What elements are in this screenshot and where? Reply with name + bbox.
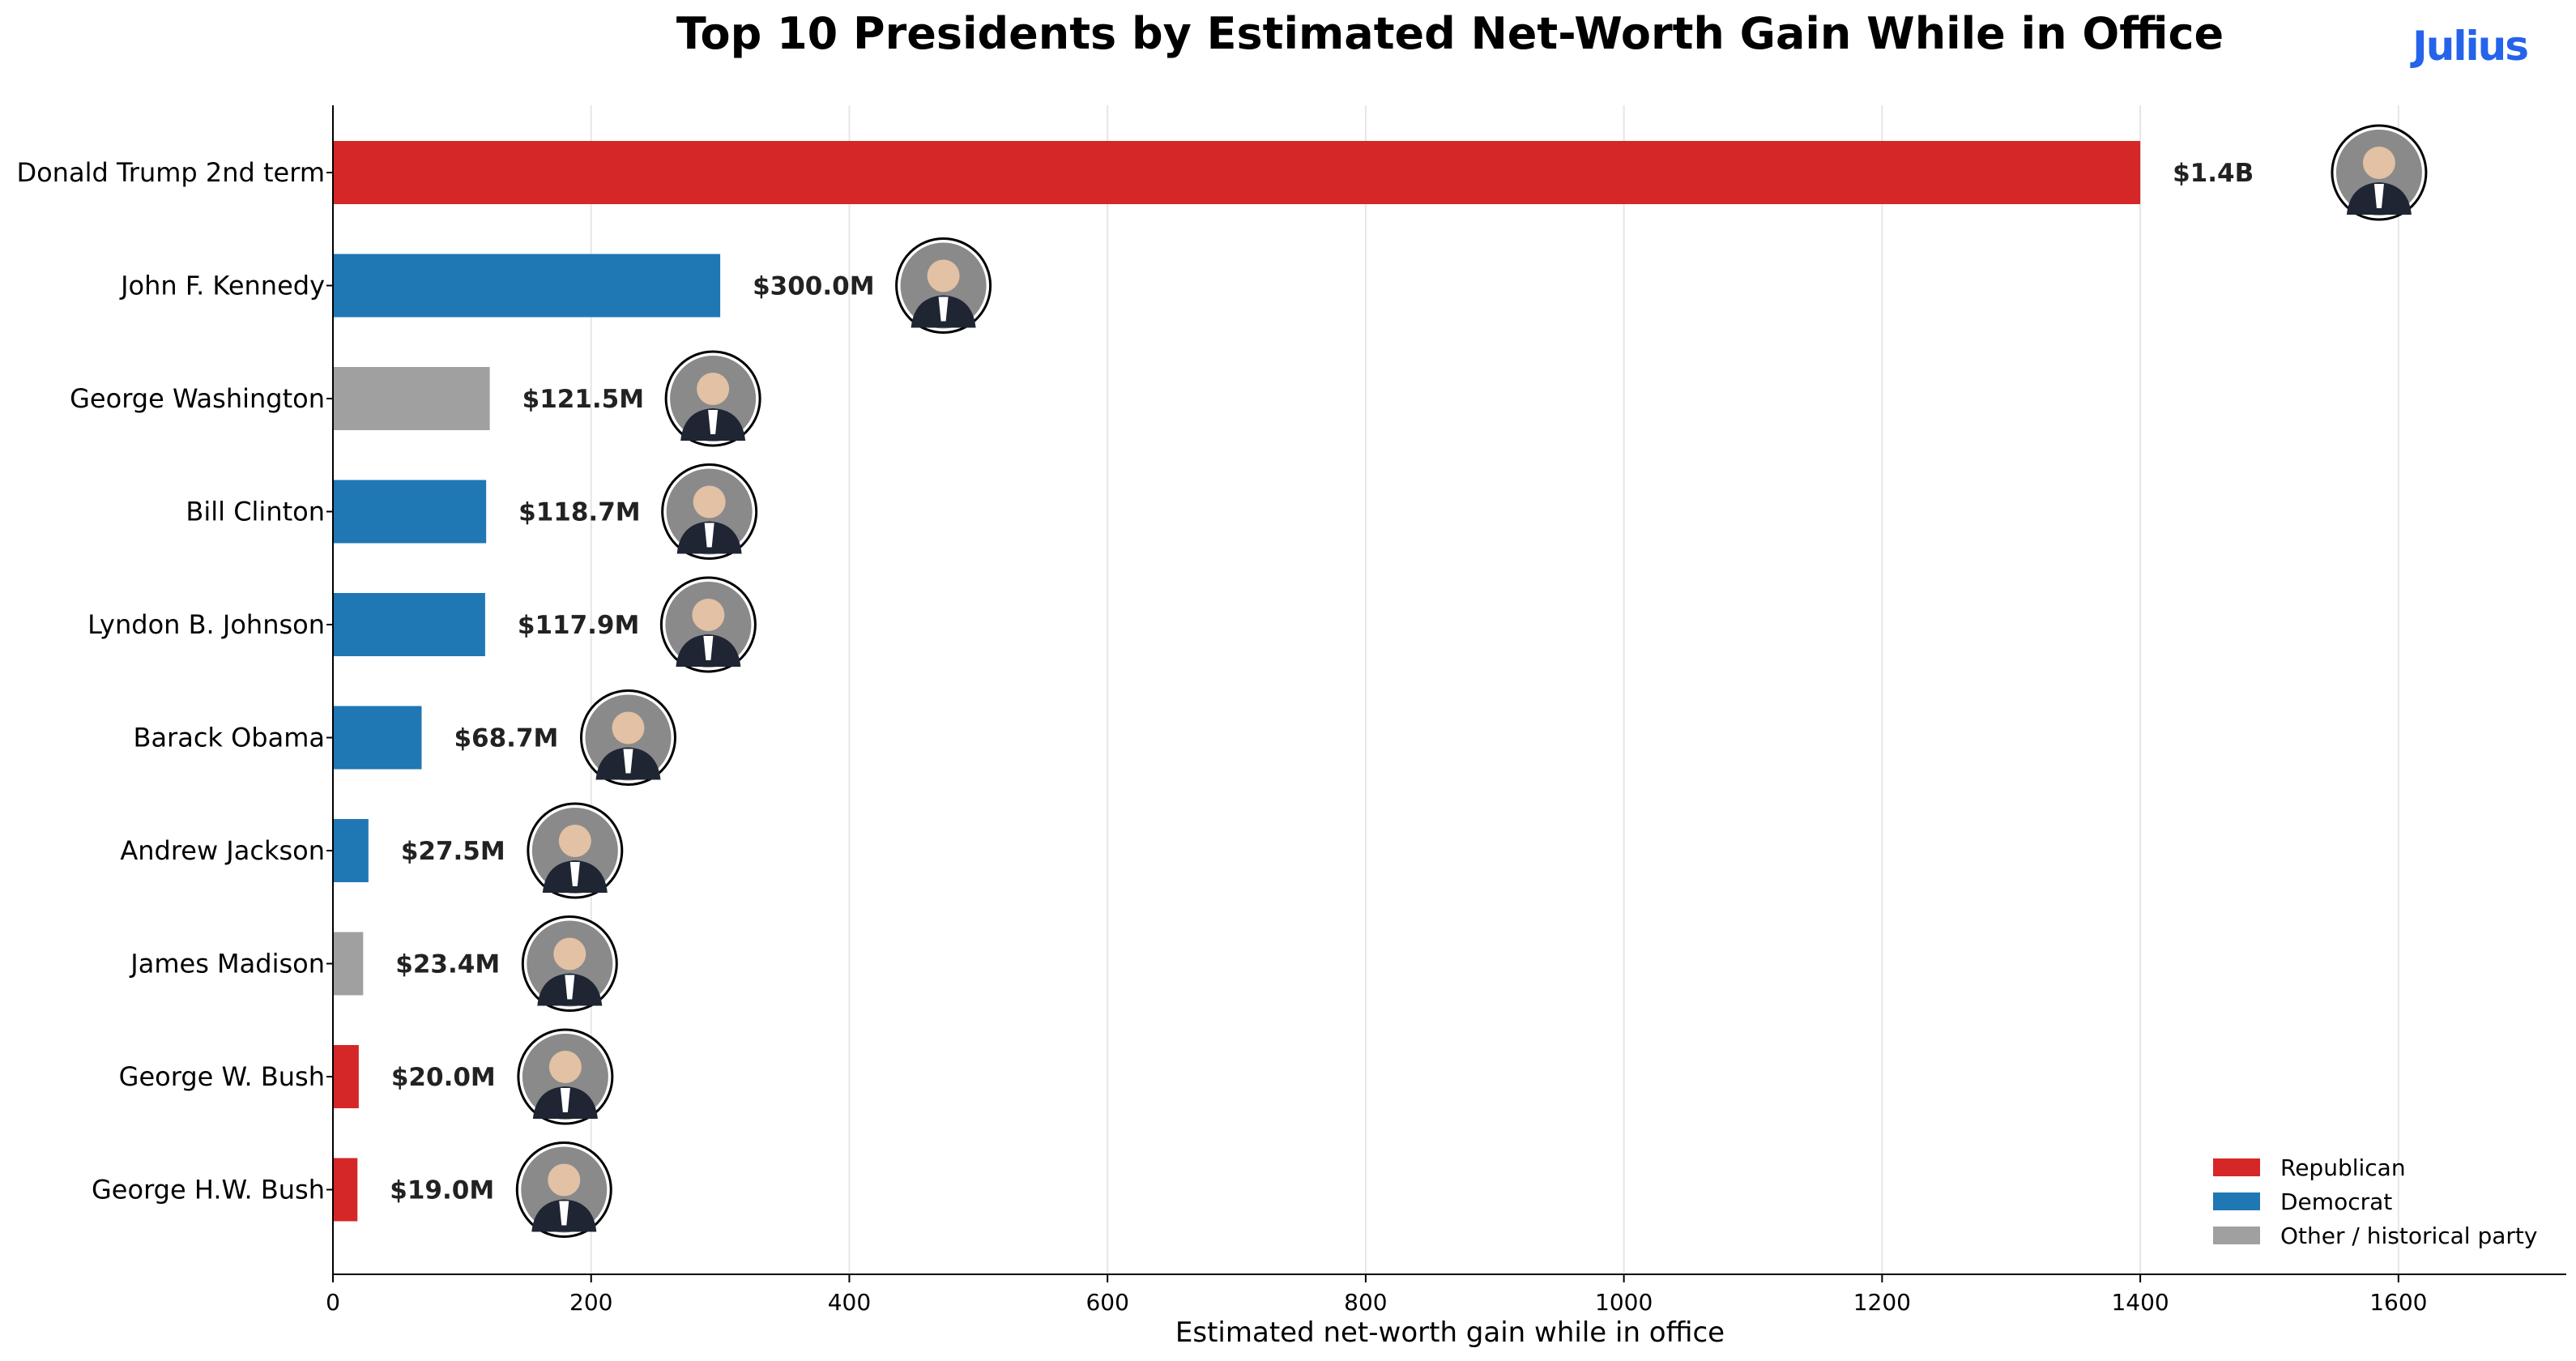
category-label: Donald Trump 2nd term: [16, 157, 325, 188]
bar: [333, 367, 490, 430]
category-label: George H.W. Bush: [92, 1175, 325, 1205]
category-label: James Madison: [129, 949, 325, 979]
bar: [333, 706, 422, 770]
data-label: $19.0M: [390, 1176, 494, 1205]
bar: [333, 1045, 359, 1108]
x-axis-label: Estimated net-worth gain while in office: [1175, 1316, 1725, 1349]
legend-swatch: [2213, 1227, 2260, 1244]
portrait-shirt: [560, 1088, 570, 1112]
brand-logo: Julius: [2410, 23, 2527, 70]
portrait: [517, 1028, 614, 1125]
portrait-shirt: [565, 975, 575, 1000]
portrait-shirt: [623, 749, 633, 774]
x-tick-label: 200: [569, 1289, 612, 1316]
data-label: $20.0M: [391, 1063, 496, 1092]
portraits: [515, 124, 2428, 1238]
portrait-shirt: [704, 523, 714, 548]
chart-title: Top 10 Presidents by Estimated Net-Worth…: [676, 8, 2224, 59]
category-label: George W. Bush: [119, 1061, 325, 1092]
bars: [333, 141, 2141, 1222]
data-label: $23.4M: [395, 950, 500, 979]
portrait-face: [548, 1051, 582, 1083]
data-label: $68.7M: [454, 724, 558, 753]
legend: Republican Democrat Other / historical par…: [2213, 1154, 2537, 1249]
portrait-shirt: [938, 297, 949, 322]
portrait-face: [697, 373, 730, 405]
portrait-face: [692, 599, 725, 631]
portrait-face: [558, 825, 591, 857]
category-label: Bill Clinton: [186, 497, 325, 527]
category-label: Barack Obama: [133, 723, 325, 753]
category-label: John F. Kennedy: [119, 271, 325, 301]
legend-label: Other / historical party: [2280, 1222, 2537, 1249]
x-tick-label: 800: [1344, 1289, 1387, 1316]
portrait-face: [612, 711, 645, 744]
bar: [333, 1158, 358, 1222]
x-tick-label: 1600: [2369, 1289, 2427, 1316]
data-label: $1.4B: [2173, 159, 2254, 188]
data-label: $121.5M: [522, 385, 644, 414]
legend-swatch: [2213, 1158, 2260, 1176]
data-labels: $1.4B $300.0M $121.5M $118.7M $117.9M $68.7M $…: [390, 159, 2254, 1205]
portrait: [659, 576, 757, 673]
bar: [333, 480, 487, 544]
bar: [333, 141, 2141, 204]
portrait-face: [553, 937, 586, 971]
portrait-shirt: [569, 862, 580, 886]
portrait-shirt: [559, 1201, 569, 1226]
bar: [333, 254, 721, 318]
bar: [333, 593, 485, 656]
data-label: $300.0M: [753, 272, 874, 301]
portrait-face: [548, 1163, 581, 1197]
portrait: [527, 802, 624, 899]
category-label: Lyndon B. Johnson: [87, 609, 325, 640]
category-labels: Donald Trump 2nd term John F. Kennedy Geor…: [16, 157, 325, 1205]
portrait: [664, 350, 761, 447]
bar: [333, 819, 369, 882]
legend-label: Democrat: [2280, 1188, 2392, 1215]
x-tick-label: 400: [828, 1289, 871, 1316]
portrait-face: [2362, 147, 2395, 179]
x-tick-label: 600: [1085, 1289, 1128, 1316]
x-tick-label: 0: [326, 1289, 340, 1316]
portrait: [579, 689, 676, 786]
x-tick-label: 1200: [1853, 1289, 1911, 1316]
portrait-face: [693, 485, 726, 518]
portrait-shirt: [2373, 184, 2384, 208]
portrait: [2331, 124, 2428, 221]
legend-swatch: [2213, 1192, 2260, 1210]
legend-label: Republican: [2280, 1154, 2406, 1181]
portrait-shirt: [703, 636, 714, 660]
category-label: George Washington: [70, 383, 325, 414]
data-label: $118.7M: [518, 498, 640, 527]
portrait-face: [927, 259, 960, 292]
data-label: $27.5M: [401, 837, 505, 866]
x-axis: 0 200 400 600 800 1000 1200 1400 1600: [326, 105, 2566, 1316]
portrait: [521, 915, 618, 1012]
category-label: Andrew Jackson: [120, 835, 325, 866]
portrait: [515, 1141, 612, 1238]
x-tick-label: 1400: [2111, 1289, 2169, 1316]
portrait-shirt: [708, 410, 719, 434]
portrait: [661, 463, 758, 560]
portrait: [895, 237, 992, 334]
x-tick-label: 1000: [1595, 1289, 1653, 1316]
data-label: $117.9M: [518, 611, 639, 640]
bar: [333, 932, 364, 996]
